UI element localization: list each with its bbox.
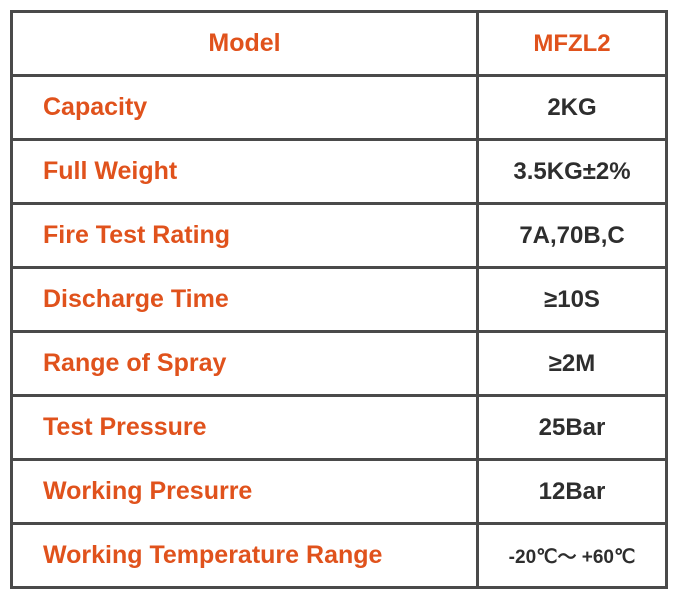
row-label: Capacity bbox=[10, 74, 479, 141]
table-row: Test Pressure 25Bar bbox=[10, 394, 668, 461]
table-header-row: Model MFZL2 bbox=[10, 10, 668, 77]
row-label: Fire Test Rating bbox=[10, 202, 479, 269]
table-row: Working Presurre 12Bar bbox=[10, 458, 668, 525]
row-label: Range of Spray bbox=[10, 330, 479, 397]
spec-table: Model MFZL2 Capacity 2KG Full Weight 3.5KG… bbox=[10, 10, 668, 589]
row-value: -20℃～ +60℃ bbox=[476, 522, 668, 589]
table-row: Working Temperature Range -20℃～ +60℃ bbox=[10, 522, 668, 589]
table-row: Full Weight 3.5KG±2% bbox=[10, 138, 668, 205]
row-value: ≥2M bbox=[476, 330, 668, 397]
row-label: Discharge Time bbox=[10, 266, 479, 333]
table-row: Discharge Time ≥10S bbox=[10, 266, 668, 333]
row-value: ≥10S bbox=[476, 266, 668, 333]
row-label: Working Presurre bbox=[10, 458, 479, 525]
table-row: Fire Test Rating 7A,70B,C bbox=[10, 202, 668, 269]
row-value: 25Bar bbox=[476, 394, 668, 461]
row-value: 2KG bbox=[476, 74, 668, 141]
header-value: MFZL2 bbox=[476, 10, 668, 77]
row-value: 7A,70B,C bbox=[476, 202, 668, 269]
row-label: Working Temperature Range bbox=[10, 522, 479, 589]
row-label: Full Weight bbox=[10, 138, 479, 205]
table-row: Range of Spray ≥2M bbox=[10, 330, 668, 397]
header-label: Model bbox=[10, 10, 479, 77]
row-value: 12Bar bbox=[476, 458, 668, 525]
row-label: Test Pressure bbox=[10, 394, 479, 461]
row-value: 3.5KG±2% bbox=[476, 138, 668, 205]
table-row: Capacity 2KG bbox=[10, 74, 668, 141]
